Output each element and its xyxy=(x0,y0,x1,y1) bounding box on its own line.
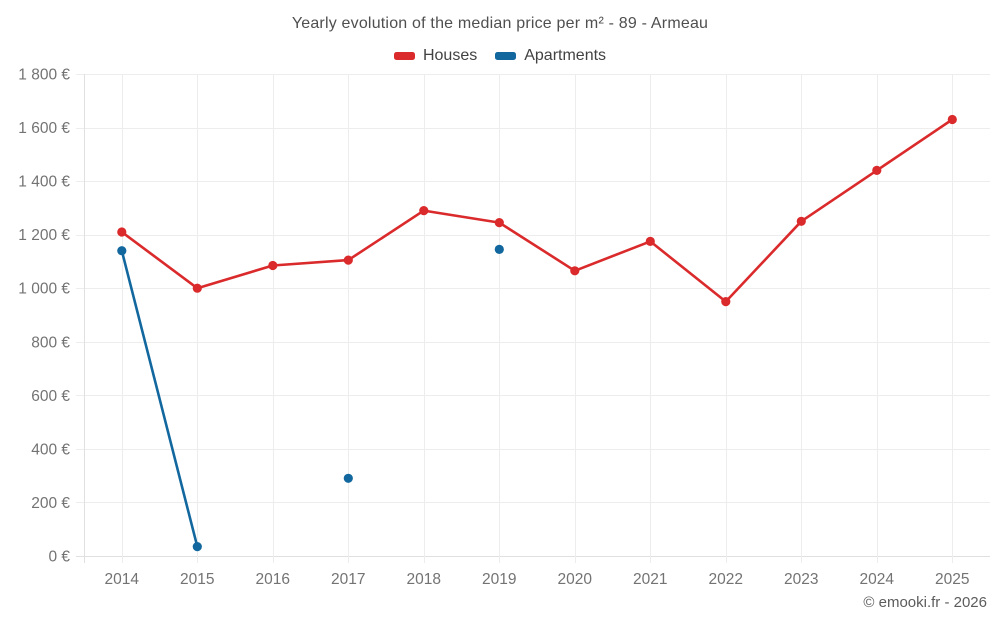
houses-point[interactable] xyxy=(872,165,882,175)
houses-point[interactable] xyxy=(947,114,957,125)
legend-item-houses[interactable]: Houses xyxy=(393,47,478,65)
houses-line xyxy=(120,118,954,303)
y-tick-label: 1 000 € xyxy=(18,281,70,298)
y-tick-label: 600 € xyxy=(31,388,70,405)
houses-point[interactable] xyxy=(494,218,504,228)
apartments-point[interactable] xyxy=(192,542,202,552)
x-tick-label: 2018 xyxy=(407,571,441,588)
x-tick-label: 2021 xyxy=(633,571,667,588)
houses-point[interactable] xyxy=(796,216,806,226)
x-tick-label: 2019 xyxy=(482,571,516,588)
houses-point[interactable] xyxy=(645,236,655,246)
x-tick-label: 2016 xyxy=(256,571,290,588)
houses-point[interactable] xyxy=(570,266,580,276)
houses-point[interactable] xyxy=(343,255,353,265)
y-tick-label: 1 800 € xyxy=(18,67,70,84)
y-tick-label: 800 € xyxy=(31,334,70,351)
houses-point[interactable] xyxy=(192,283,202,293)
apartments-point[interactable] xyxy=(494,244,504,254)
chart-title: Yearly evolution of the median price per… xyxy=(291,15,709,32)
x-tick-label: 2025 xyxy=(935,571,969,588)
apartments-point[interactable] xyxy=(117,246,127,256)
houses-point[interactable] xyxy=(419,206,429,216)
apartments-legend-label: Apartments xyxy=(524,47,607,64)
x-tick-label: 2017 xyxy=(331,571,365,588)
y-tick-label: 400 € xyxy=(31,441,70,458)
houses-point[interactable] xyxy=(117,227,127,237)
x-tick-label: 2023 xyxy=(784,571,818,588)
houses-legend-swatch-icon xyxy=(393,52,415,60)
x-tick-label: 2022 xyxy=(709,571,743,588)
y-tick-label: 0 € xyxy=(48,549,70,566)
x-tick-label: 2020 xyxy=(558,571,593,588)
houses-point[interactable] xyxy=(721,297,731,307)
y-tick-label: 1 600 € xyxy=(18,120,70,137)
y-tick-label: 1 200 € xyxy=(18,227,70,244)
y-tick-label: 1 400 € xyxy=(18,174,70,191)
copyright-credit: © emooki.fr - 2026 xyxy=(863,594,987,611)
x-tick-label: 2015 xyxy=(180,571,214,588)
x-tick-label: 2014 xyxy=(105,571,140,588)
chart-legend: Houses Apartments xyxy=(0,47,1000,65)
legend-item-apartments[interactable]: Apartments xyxy=(495,47,606,65)
apartments-legend-swatch-icon xyxy=(495,52,517,60)
apartments-point[interactable] xyxy=(343,473,353,483)
houses-point[interactable] xyxy=(268,260,278,271)
houses-legend-label: Houses xyxy=(422,47,478,64)
x-tick-label: 2024 xyxy=(860,571,895,588)
y-tick-label: 200 € xyxy=(31,495,70,512)
